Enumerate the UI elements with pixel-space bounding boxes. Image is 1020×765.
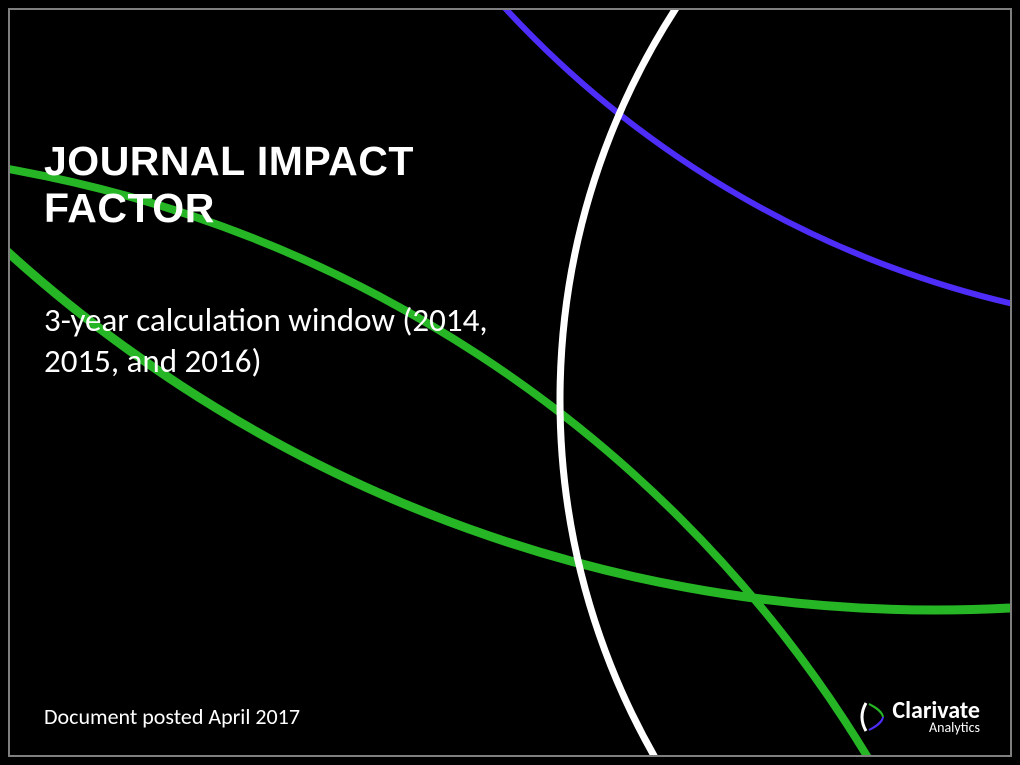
slide-title: JOURNAL IMPACT FACTOR [44, 138, 494, 232]
slide-footer: Document posted April 2017 [44, 703, 300, 730]
logo-text: Clarivate Analytics [892, 699, 980, 735]
slide-frame: JOURNAL IMPACT FACTOR 3-year calculation… [8, 8, 1012, 757]
clarivate-logo: Clarivate Analytics [856, 699, 980, 735]
text-layer: JOURNAL IMPACT FACTOR 3-year calculation… [10, 10, 1010, 755]
slide-subtitle: 3-year calculation window (2014, 2015, a… [44, 300, 544, 383]
logo-mark-icon [856, 701, 886, 733]
